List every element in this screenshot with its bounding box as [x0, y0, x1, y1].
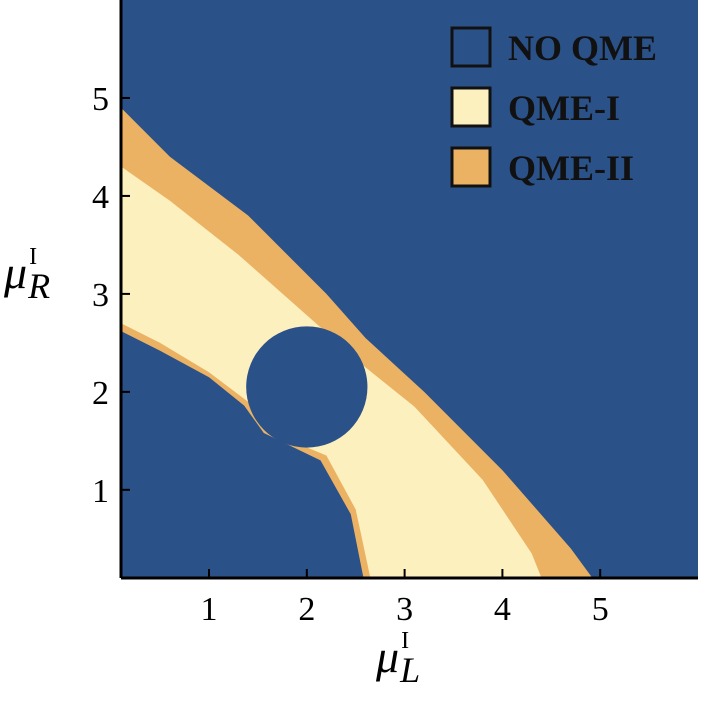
x-tick-label: 5 [592, 591, 609, 628]
x-axis-title: μI L [375, 628, 420, 690]
legend-label-qme-ii: QME-II [508, 148, 634, 188]
axes: 1 2 3 4 5 1 2 3 4 5 [92, 0, 698, 628]
region-fill-group [121, 0, 698, 578]
legend-swatch-qme-ii [450, 146, 492, 188]
legend-label-qme-i: QME-I [508, 88, 620, 128]
y-tick-label: 4 [92, 179, 109, 216]
y-tick-label: 3 [92, 277, 109, 314]
y-tick-label: 5 [92, 81, 109, 118]
legend-label-no-qme: NO QME [508, 28, 657, 68]
region-no-qme-hole [246, 326, 368, 448]
x-tick-label: 3 [396, 591, 413, 628]
x-tick-label: 4 [494, 591, 511, 628]
y-tick-label: 1 [92, 473, 109, 510]
axis-titles: μI L μI R [3, 244, 420, 690]
plot-area [121, 0, 698, 578]
x-tick-label: 1 [201, 591, 218, 628]
legend: NO QME QME-I QME-II [450, 26, 657, 188]
x-tick-label: 2 [298, 591, 315, 628]
legend-swatch-qme-i [450, 86, 492, 128]
region-qme-ii [121, 107, 593, 578]
y-axis-title: μI R [3, 244, 50, 306]
y-tick-label: 2 [92, 375, 109, 412]
legend-swatch-no-qme [450, 26, 492, 68]
